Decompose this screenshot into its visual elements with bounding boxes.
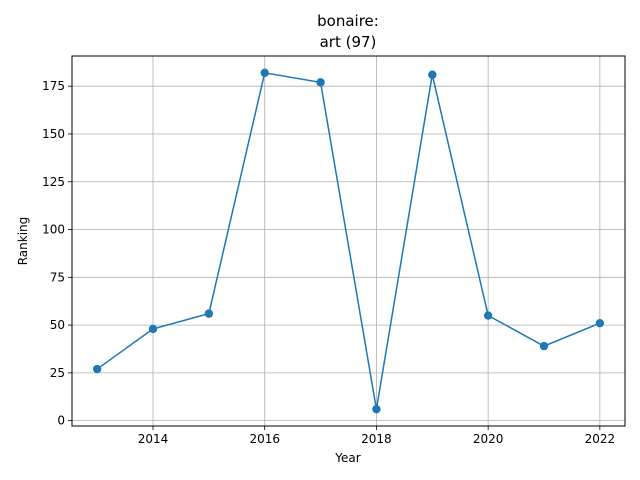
series-line-group (92, 68, 605, 414)
x-tick-label: 2022 (585, 432, 616, 446)
data-point (483, 311, 493, 320)
x-tick-label: 2014 (138, 432, 169, 446)
y-tick-label: 175 (42, 79, 65, 93)
x-tick-label: 2016 (249, 432, 280, 446)
data-point (595, 318, 605, 328)
plot-frame (71, 55, 626, 427)
data-point (372, 404, 381, 414)
data-point (92, 364, 102, 374)
data-point (539, 341, 549, 351)
y-tick-label: 25 (50, 366, 65, 380)
data-point (260, 68, 269, 78)
y-tick-label: 0 (57, 414, 65, 428)
data-point (148, 324, 158, 334)
chart-title-line-1: bonaire: (317, 12, 379, 30)
x-tick-label: 2020 (473, 432, 504, 446)
y-tick-label: 50 (50, 318, 65, 332)
series-line (96, 71, 601, 410)
x-tick-label: 2018 (361, 432, 392, 446)
data-point (428, 70, 437, 79)
y-axis-label: Ranking (16, 217, 30, 266)
axis-ticks: 2014 2016 2018 2020 2022 0 25 50 75 100 125 150 175 (42, 79, 615, 446)
data-point (204, 309, 214, 318)
grid-lines (72, 56, 625, 426)
data-point (316, 78, 325, 87)
x-axis-label: Year (334, 451, 360, 465)
y-tick-label: 150 (42, 127, 65, 141)
y-tick-label: 125 (42, 175, 65, 189)
y-tick-label: 100 (42, 223, 65, 237)
y-tick-label: 75 (50, 270, 65, 284)
chart-title-line-2: art (97) (320, 33, 377, 51)
